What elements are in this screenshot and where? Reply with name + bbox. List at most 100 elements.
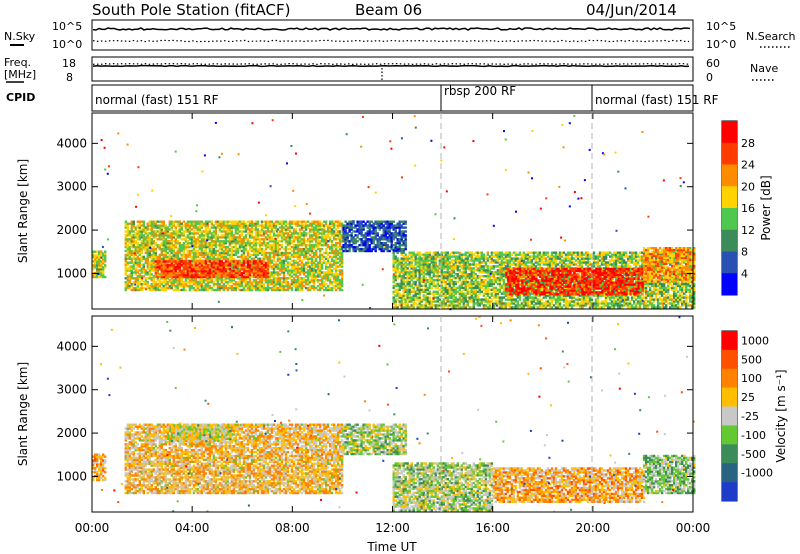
power-cell (218, 230, 222, 233)
power-cell (306, 255, 310, 259)
power-cell (242, 230, 246, 233)
power-cell (146, 236, 149, 239)
power-cell (164, 266, 167, 269)
power-cell (130, 240, 133, 243)
power-cell (230, 249, 234, 253)
power-cell (246, 253, 250, 257)
power-cell (130, 230, 133, 233)
power-cell (330, 234, 334, 237)
power-cell (218, 228, 222, 231)
power-cell (266, 284, 270, 288)
power-cell (214, 226, 218, 229)
power-cell (280, 234, 284, 237)
power-cell (260, 228, 264, 231)
power-cell (152, 222, 155, 225)
power-cell (256, 277, 260, 280)
power-cell (272, 259, 276, 262)
power-cell (220, 257, 224, 260)
power-cell (210, 253, 214, 257)
power-cell (166, 271, 169, 275)
power-cell (218, 240, 222, 243)
power-cell (328, 255, 332, 259)
power-cell (274, 279, 278, 282)
power-cell (212, 230, 216, 233)
cpid-segment-1: normal (fast) 151 RF (95, 93, 219, 107)
power-cell (234, 251, 238, 255)
power-cell (150, 220, 153, 223)
power-cell (292, 271, 296, 274)
power-cell (318, 224, 322, 227)
power-cell (312, 275, 316, 278)
power-cell (228, 269, 232, 272)
power-cell (238, 230, 242, 233)
power-cell (174, 279, 177, 282)
power-cell (138, 251, 141, 255)
power-cell (276, 234, 280, 237)
power-cell (318, 226, 322, 229)
power-cell (330, 224, 334, 227)
power-cell (232, 283, 236, 286)
power-cell (152, 275, 155, 278)
power-cell (202, 245, 206, 249)
power-cell (320, 275, 324, 278)
power-cell (300, 267, 304, 270)
power-cell (300, 277, 304, 280)
power-cell (294, 281, 298, 284)
power-cell (100, 268, 103, 271)
power-cell (166, 226, 169, 229)
power-cell (200, 240, 204, 243)
power-cell (160, 226, 163, 229)
power-cell (214, 251, 218, 255)
power-cell (148, 249, 151, 253)
power-cell (280, 269, 284, 272)
power-cell (294, 269, 298, 272)
power-cell (302, 242, 306, 245)
power-cell (140, 244, 143, 247)
power-cell (326, 286, 330, 290)
power-cell (214, 264, 218, 267)
power-cell (220, 279, 224, 282)
power-cell (266, 288, 270, 292)
power-cell (234, 247, 238, 251)
power-cell (260, 251, 264, 255)
power-cell (206, 275, 210, 279)
power-cell (244, 236, 248, 239)
power-cell (192, 236, 196, 239)
power-cell (240, 230, 244, 233)
power-cell (148, 265, 151, 268)
power-cell (338, 271, 342, 274)
power-cell (306, 247, 310, 251)
power-cell (182, 288, 186, 292)
power-cell (310, 230, 314, 233)
power-cell (148, 242, 151, 245)
power-cell (270, 244, 274, 247)
power-cell (134, 228, 137, 231)
power-cell (190, 284, 194, 288)
power-cell (328, 236, 332, 239)
beam-label: Beam 06 (355, 1, 422, 19)
power-cell (268, 281, 272, 284)
power-cell (340, 259, 344, 262)
power-cell (272, 232, 276, 235)
power-cell (206, 271, 210, 275)
power-cell (166, 232, 169, 235)
power-cell (102, 271, 105, 275)
power-cell (170, 228, 173, 231)
power-cell (254, 242, 258, 245)
power-cell (264, 255, 268, 259)
power-cell (152, 269, 155, 272)
power-cell (254, 222, 258, 225)
power-cell (198, 251, 202, 255)
power-cell (188, 228, 192, 231)
power-cell (270, 238, 274, 241)
power-cell (338, 220, 342, 223)
power-cell (168, 220, 171, 223)
power-cell (336, 232, 340, 235)
power-cell (276, 257, 280, 260)
power-cell (246, 232, 250, 235)
power-cell (184, 224, 188, 227)
power-cell (154, 236, 157, 239)
power-cell (150, 273, 153, 276)
power-cell (130, 224, 133, 227)
power-cell (130, 222, 133, 225)
